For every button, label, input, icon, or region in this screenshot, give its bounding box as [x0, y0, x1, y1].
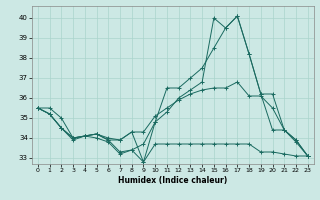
X-axis label: Humidex (Indice chaleur): Humidex (Indice chaleur) [118, 176, 228, 185]
